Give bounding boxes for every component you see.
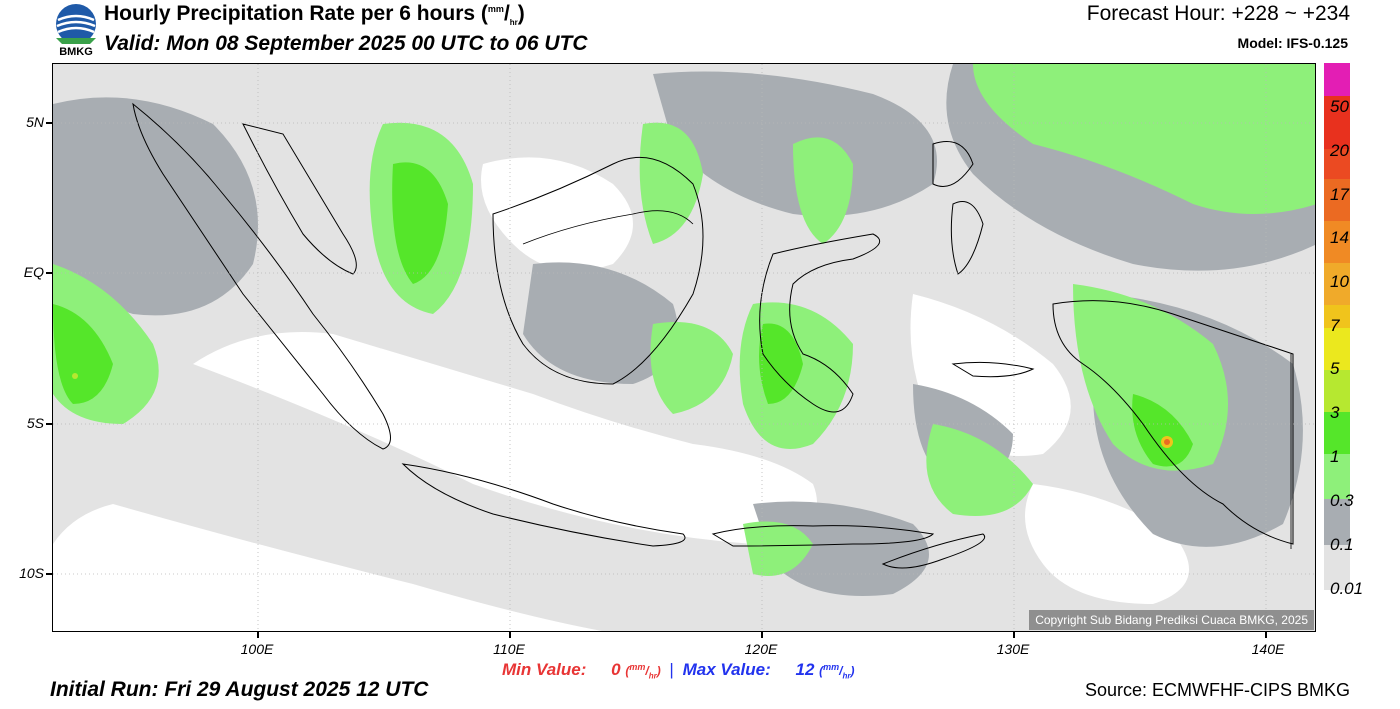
colorbar-segment-0.01-0.1 <box>1324 499 1350 545</box>
min-unit-top: mm <box>629 662 646 672</box>
colorbar-segment-50plus <box>1324 63 1350 96</box>
lon-tick-120e <box>761 632 763 638</box>
clear-zone-indian-ocean <box>193 332 817 544</box>
colorbar-label-3: 3 <box>1330 403 1340 422</box>
coastline-new-guinea <box>1052 300 1294 545</box>
model-name: Model: IFS-0.125 <box>1237 35 1348 51</box>
precipitation-map[interactable] <box>52 63 1316 632</box>
heavy-precip-layer <box>53 162 1193 467</box>
title-text: Hourly Precipitation Rate per 6 hours <box>104 2 476 25</box>
clear-zone-south <box>53 504 602 631</box>
lat-tick-10s <box>46 573 52 575</box>
map-canvas <box>53 64 1315 631</box>
max-unit-top: mm <box>823 662 840 672</box>
colorbar-segment-17-20 <box>1324 149 1350 179</box>
forecast-hour: Forecast Hour: +228 ~ +234 <box>1086 2 1350 25</box>
colorbar-label-20: 20 <box>1330 141 1349 160</box>
initial-run: Initial Run: Fri 29 August 2025 12 UTC <box>50 678 429 701</box>
title-unit-bottom: hr <box>509 18 518 28</box>
lat-tick-5s <box>46 423 52 425</box>
lat-tick-eq <box>46 272 52 274</box>
lat-label-5s: 5S <box>26 415 44 431</box>
lon-label-130e: 130E <box>996 641 1030 657</box>
data-source: Source: ECMWFHF-CIPS BMKG <box>1084 680 1350 700</box>
chart-title: Hourly Precipitation Rate per 6 hours (m… <box>104 2 525 28</box>
max-unit: (mm/hr) <box>819 662 855 681</box>
colorbar-label-0.01: 0.01 <box>1330 579 1364 598</box>
coastlines <box>132 102 1294 569</box>
lon-label-120e: 120E <box>744 641 778 657</box>
coastline-borneo <box>492 156 704 385</box>
min-max-separator: | <box>669 660 674 679</box>
colorbar-label-5: 5 <box>1330 359 1340 378</box>
colorbar-segment-7-10 <box>1324 263 1350 305</box>
local-max-cell <box>72 373 78 379</box>
max-unit-bottom: hr <box>842 671 851 681</box>
colorbar-segment-trace <box>1324 545 1350 590</box>
min-label: Min Value: <box>502 660 587 679</box>
coastline-java <box>401 463 686 547</box>
lon-label-100e: 100E <box>240 641 274 657</box>
graticule <box>53 64 1315 631</box>
border-kalimantan <box>522 210 694 245</box>
lon-tick-140e <box>1265 632 1267 638</box>
colorbar-label-14: 14 <box>1330 228 1349 247</box>
coastline-sumatra <box>132 102 391 450</box>
coastline-mindanao <box>932 141 974 187</box>
lon-label-110e: 110E <box>493 641 525 657</box>
coastline-malay-peninsula <box>242 123 357 275</box>
colorbar-segment-1-3 <box>1324 370 1350 412</box>
coastline-sulawesi <box>759 233 881 413</box>
bmkg-logo: BMKG <box>52 2 100 60</box>
coastline-nusa-tenggara <box>711 525 935 547</box>
colorbar-segment-20-50 <box>1324 96 1350 137</box>
lon-label-140e: 140E <box>1251 641 1285 657</box>
coastline-halmahera <box>950 201 984 275</box>
valid-period: Valid: Mon 08 September 2025 00 UTC to 0… <box>104 32 588 55</box>
colorbar-label-7: 7 <box>1330 316 1340 335</box>
colorbar-label-0.1: 0.1 <box>1330 535 1354 554</box>
colorbar-label-1: 1 <box>1330 447 1340 466</box>
lon-tick-130e <box>1013 632 1015 638</box>
max-precip-core <box>1164 439 1170 445</box>
colorbar-segment-10-14 <box>1324 221 1350 263</box>
min-unit: (mm/hr) <box>625 662 661 681</box>
logo-text: BMKG <box>59 46 93 58</box>
lat-label-eq: EQ <box>23 264 44 280</box>
min-unit-bottom: hr <box>648 671 657 681</box>
lat-tick-5n <box>46 122 52 124</box>
min-value: 0 <box>611 660 621 679</box>
colorbar-segment-0.3-1 <box>1324 412 1350 454</box>
coastline-timor <box>881 533 986 569</box>
lon-tick-110e <box>509 632 511 638</box>
colorbar-segment-0.1-0.3 <box>1324 454 1350 499</box>
max-value: 12 <box>795 660 815 679</box>
colorbar <box>1324 63 1350 590</box>
title-unit-top: mm <box>487 4 504 14</box>
colorbar-label-10: 10 <box>1330 272 1349 291</box>
min-max-summary: Min Value: 0 (mm/hr) | Max Value: 12 (mm… <box>502 660 855 680</box>
max-label: Max Value: <box>682 660 771 679</box>
colorbar-label-17: 17 <box>1330 185 1349 204</box>
coastline-seram <box>951 361 1035 378</box>
colorbar-segment-3-5 <box>1324 328 1350 370</box>
copyright-label: Copyright Sub Bidang Prediksi Cuaca BMKG… <box>1029 610 1314 630</box>
lat-label-10s: 10S <box>19 565 44 581</box>
colorbar-segment-14-17 <box>1324 179 1350 221</box>
lon-tick-100e <box>257 632 259 638</box>
clear-zone-java-sea <box>481 157 633 271</box>
colorbar-label-50: 50 <box>1330 97 1349 116</box>
lat-label-5n: 5N <box>26 114 44 130</box>
colorbar-label-0.3: 0.3 <box>1330 491 1354 510</box>
